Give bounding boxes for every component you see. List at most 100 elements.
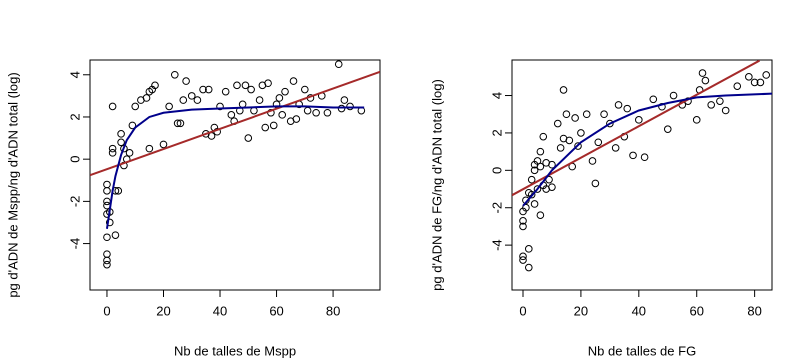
data-point — [594, 138, 603, 147]
plot-box — [89, 59, 381, 291]
data-point — [244, 134, 253, 142]
data-point — [301, 85, 309, 94]
data-point — [292, 115, 301, 123]
y-tick-label: 4 — [67, 71, 82, 78]
data-point — [614, 101, 623, 109]
data-point — [733, 82, 742, 90]
data-point — [159, 140, 168, 149]
data-point — [323, 108, 332, 117]
data-point — [241, 81, 250, 90]
x-axis-label: Nb de talles de Mspp — [174, 343, 296, 358]
data-point — [281, 87, 289, 96]
data-point — [750, 78, 759, 87]
data-point — [559, 86, 568, 94]
data-point — [227, 111, 236, 119]
data-point — [117, 138, 125, 147]
data-point — [635, 116, 643, 124]
data-point — [548, 183, 556, 191]
data-point — [264, 79, 272, 88]
data-point — [669, 91, 678, 100]
data-point — [182, 77, 190, 85]
data-point — [128, 121, 137, 130]
data-point — [199, 85, 207, 94]
data-point — [151, 81, 159, 90]
data-point — [142, 94, 151, 102]
data-point — [698, 69, 707, 77]
data-point — [663, 125, 672, 133]
data-point — [649, 95, 658, 104]
x-tick-label: 20 — [574, 303, 588, 318]
y-tick-label: 4 — [489, 92, 504, 99]
data-point — [701, 76, 710, 85]
data-point — [519, 256, 527, 264]
data-point — [103, 180, 111, 189]
y-tick-label: 0 — [67, 156, 82, 163]
data-point — [533, 185, 542, 193]
data-point — [111, 231, 120, 239]
data-point — [574, 142, 582, 150]
data-point — [606, 119, 614, 128]
data-point — [131, 102, 140, 111]
data-point — [275, 94, 284, 102]
x-axis-label: Nb de talles de FG — [588, 343, 696, 358]
data-point — [346, 102, 354, 111]
data-point — [334, 60, 343, 69]
fit-line — [105, 105, 365, 229]
data-point — [548, 160, 556, 169]
data-point — [721, 106, 730, 115]
data-point — [125, 149, 134, 157]
data-point — [255, 96, 264, 104]
y-tick-label: 2 — [67, 113, 82, 120]
data-point — [623, 104, 632, 113]
data-point — [553, 119, 562, 128]
x-tick-label: 80 — [747, 303, 761, 318]
data-point — [600, 110, 608, 119]
data-point — [611, 144, 620, 152]
data-point — [524, 263, 533, 272]
data-point — [658, 102, 666, 111]
y-tick-label: -2 — [489, 202, 504, 214]
data-point — [103, 187, 111, 195]
data-point — [527, 190, 536, 199]
data-point — [272, 100, 281, 109]
y-tick-label: -4 — [67, 238, 82, 250]
data-point — [187, 92, 196, 100]
data-point — [103, 250, 111, 258]
y-tick-label: -4 — [489, 239, 504, 251]
plot-box — [511, 59, 773, 291]
data-point — [261, 123, 270, 132]
data-point — [745, 73, 753, 81]
data-point — [756, 78, 765, 87]
y-tick-label: 2 — [489, 129, 504, 136]
data-point — [527, 175, 536, 184]
data-point — [522, 203, 530, 212]
data-point — [289, 77, 298, 85]
data-point — [562, 110, 571, 119]
data-point — [108, 149, 117, 157]
x-tick-label: 80 — [326, 303, 340, 318]
data-point — [233, 81, 241, 90]
fit-line — [522, 92, 772, 207]
data-point — [221, 87, 230, 96]
data-point — [103, 260, 111, 269]
data-point — [103, 256, 111, 265]
data-point — [105, 218, 114, 227]
data-point — [173, 119, 182, 128]
data-point — [539, 132, 548, 141]
panel: 0 20 40 60 80 -4 -2 0 2 4 Nb de talles de Mspp pg d… — [5, 59, 381, 358]
x-tick-label: 40 — [213, 303, 227, 318]
data-point — [103, 197, 111, 206]
data-point — [640, 153, 649, 162]
data-point — [337, 104, 346, 113]
data-point — [170, 70, 179, 79]
data-point — [303, 106, 312, 115]
data-point — [530, 166, 539, 175]
data-point — [103, 233, 111, 242]
y-axis-label: pg d'ADN de Mspp/ng d'ADN total (log) — [5, 72, 20, 297]
data-point — [108, 102, 117, 111]
y-tick-label: -2 — [67, 196, 82, 208]
x-tick-label: 60 — [269, 303, 283, 318]
data-point — [577, 129, 585, 137]
data-point — [692, 116, 701, 124]
data-point — [571, 114, 579, 122]
